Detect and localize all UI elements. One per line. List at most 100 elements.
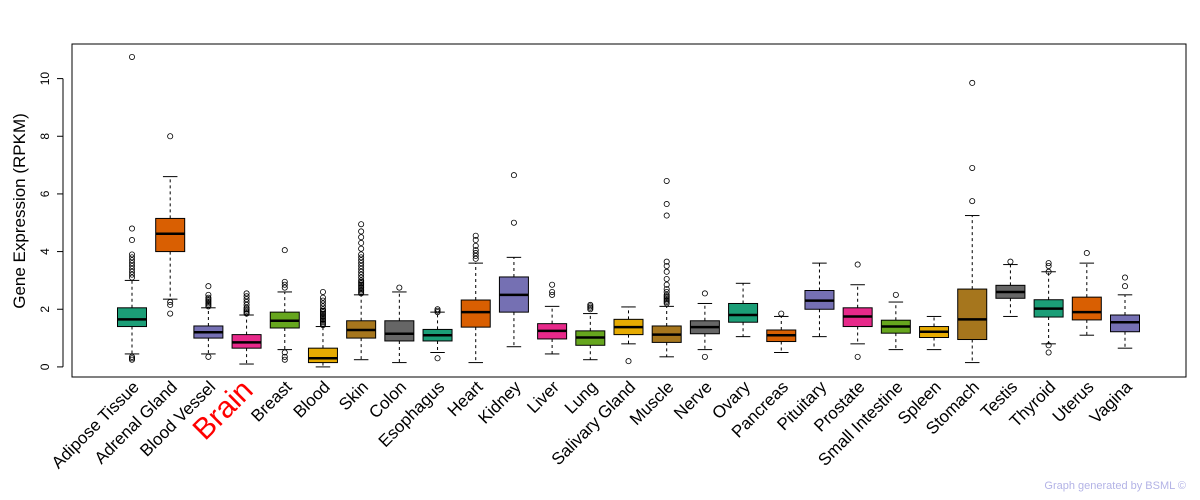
outlier-point <box>1045 268 1052 275</box>
outlier-point <box>587 306 594 313</box>
outlier-point <box>663 212 670 219</box>
outlier-point <box>128 265 135 272</box>
outlier-point <box>358 239 365 246</box>
outlier-point <box>167 299 174 306</box>
outlier-point <box>128 53 135 60</box>
outlier-point <box>319 322 326 329</box>
y-tick-label: 8 <box>38 133 52 140</box>
outlier-point <box>549 281 556 288</box>
outlier-point <box>243 299 250 306</box>
outlier-point <box>319 288 326 295</box>
outlier-point <box>358 262 365 269</box>
box-pituitary <box>804 262 835 338</box>
outlier-point <box>128 262 135 269</box>
outlier-point <box>358 245 365 252</box>
box-esophagus <box>422 306 453 362</box>
outlier-point <box>663 281 670 288</box>
y-tick-label: 4 <box>38 248 52 255</box>
outlier-point <box>358 254 365 261</box>
outlier-point <box>358 290 365 297</box>
outlier-point <box>128 274 135 281</box>
outlier-point <box>358 257 365 264</box>
iqr-box <box>1071 296 1102 321</box>
box-small-intestine <box>880 291 911 351</box>
outlier-point <box>243 310 250 317</box>
outlier-point <box>243 301 250 308</box>
outlier-point <box>358 265 365 272</box>
box-adrenal-gland <box>155 133 186 317</box>
outlier-point <box>358 228 365 235</box>
outlier-point <box>1122 274 1129 281</box>
outlier-point <box>969 198 976 205</box>
outlier-point <box>167 301 174 308</box>
outlier-point <box>358 268 365 275</box>
iqr-box <box>460 299 491 328</box>
x-category-label: Liver <box>523 377 563 417</box>
outlier-point <box>128 268 135 275</box>
box-nerve <box>689 290 720 360</box>
box-colon <box>384 284 415 364</box>
outlier-point <box>205 303 212 310</box>
outlier-point <box>472 252 479 259</box>
outlier-point <box>358 251 365 258</box>
outlier-point <box>854 261 861 268</box>
y-tick-label: 10 <box>38 72 52 86</box>
outlier-point <box>128 356 135 363</box>
iqr-box <box>117 307 147 328</box>
outlier-point <box>549 291 556 298</box>
box-ovary <box>728 282 759 338</box>
outlier-point <box>625 358 632 365</box>
outlier-point <box>281 281 288 288</box>
outlier-point <box>281 353 288 360</box>
box-lung <box>575 301 606 361</box>
outlier-point <box>243 296 250 303</box>
outlier-point <box>472 250 479 257</box>
iqr-box <box>307 347 338 364</box>
outlier-point <box>663 177 670 184</box>
outlier-point <box>128 260 135 267</box>
outlier-point <box>319 303 326 310</box>
box-kidney <box>498 172 529 348</box>
box-stomach <box>957 79 988 364</box>
box-salivary-gland <box>613 306 644 365</box>
outlier-point <box>969 164 976 171</box>
outlier-point <box>434 309 441 316</box>
x-category-label: Kidney <box>475 377 526 428</box>
iqr-box <box>155 217 186 253</box>
y-tick-label: 2 <box>38 306 52 313</box>
outlier-point <box>167 310 174 317</box>
outlier-point <box>167 133 174 140</box>
iqr-box <box>728 302 759 323</box>
y-axis: 0 2 4 6 8 10 <box>38 72 64 370</box>
box-vagina <box>1110 274 1140 349</box>
outlier-point <box>128 251 135 258</box>
x-category-label: Vagina <box>1086 377 1136 427</box>
outlier-point <box>701 290 708 297</box>
outlier-point <box>1045 260 1052 267</box>
outlier-point <box>358 234 365 241</box>
box-blood <box>307 288 338 368</box>
box-liver <box>537 281 568 355</box>
outlier-point <box>319 297 326 304</box>
outlier-point <box>778 310 785 317</box>
credit-text: Graph generated by BSML © <box>1044 480 1186 492</box>
x-category-label: Muscle <box>626 377 678 429</box>
outlier-point <box>854 353 861 360</box>
outlier-point <box>205 353 212 360</box>
box-series <box>117 53 1140 368</box>
outlier-point <box>243 293 250 300</box>
outlier-point <box>663 275 670 282</box>
outlier-point <box>205 283 212 290</box>
outlier-point <box>281 278 288 285</box>
outlier-point <box>205 291 212 298</box>
box-thyroid <box>1033 260 1064 356</box>
outlier-point <box>128 225 135 232</box>
outlier-point <box>319 300 326 307</box>
iqr-box <box>384 320 415 342</box>
outlier-point <box>969 79 976 86</box>
outlier-point <box>510 219 517 226</box>
box-adipose-tissue <box>117 53 147 363</box>
outlier-point <box>663 268 670 275</box>
